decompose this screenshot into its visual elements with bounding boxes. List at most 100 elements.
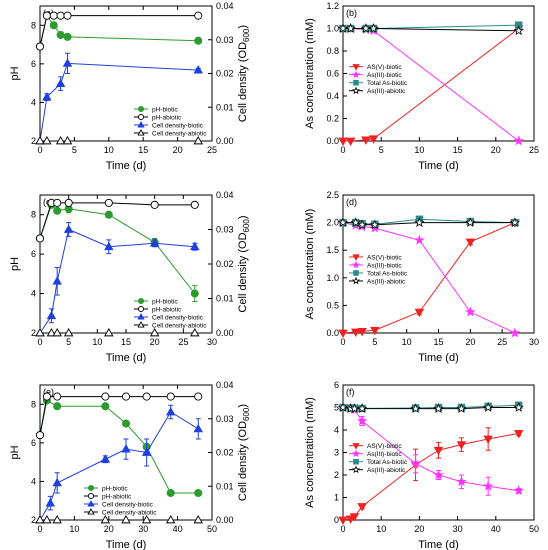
legend-marker: [352, 443, 360, 450]
y2-tick-label: 0.04: [216, 190, 234, 200]
data-point: [63, 11, 72, 20]
data-point: [42, 514, 52, 524]
x-tick-label: 5: [379, 145, 384, 155]
data-point: [62, 135, 73, 145]
series-cell-density-abiotic: [35, 514, 203, 524]
legend-label: As(III)-abiotic: [367, 467, 406, 474]
y2-tick-label: 0.04: [216, 1, 234, 11]
y-tick-label: 4: [31, 476, 36, 486]
data-point: [46, 310, 57, 320]
y-axis-title: pH: [9, 66, 21, 80]
x-tick-label: 0: [37, 337, 42, 347]
y2-tick-label: 0.04: [216, 380, 234, 390]
data-point: [193, 423, 203, 433]
y-tick-label: 2.0: [326, 218, 339, 228]
data-point: [433, 403, 444, 414]
y2-tick-label: 0.01: [216, 294, 234, 304]
data-point: [483, 435, 493, 445]
data-point: [101, 392, 110, 401]
data-point: [52, 276, 62, 285]
legend-label: As(III)-abiotic: [367, 88, 406, 95]
legend-marker: [137, 305, 145, 313]
data-point: [357, 503, 367, 512]
x-tick-label: 10: [92, 337, 102, 347]
data-point: [356, 219, 368, 230]
x-tick-label: 25: [497, 337, 507, 347]
x-tick-label: 10: [402, 337, 412, 347]
panel-label: (e): [43, 387, 54, 397]
legend-label: As(III)-biotic: [367, 451, 402, 458]
y-tick-label: 4: [31, 97, 36, 107]
legend-label: Cell density-biotic: [152, 123, 204, 130]
y2-axis-title-main: Cell density (OD: [237, 232, 249, 312]
y-tick-label: 0.2: [326, 114, 339, 124]
x-tick-label: 10: [104, 145, 114, 155]
data-point: [357, 328, 367, 337]
data-point: [433, 469, 444, 480]
data-point: [53, 198, 62, 207]
data-point: [482, 480, 494, 491]
series-ph-biotic: [35, 200, 199, 302]
data-point: [55, 78, 66, 87]
series-ph-biotic: [35, 396, 203, 498]
data-point: [63, 327, 74, 337]
y2-axis-title-close: ): [237, 404, 249, 408]
legend-marker: [137, 121, 145, 128]
legend-marker: [87, 484, 95, 492]
x-tick-label: 5: [372, 337, 377, 347]
chart-panel-a: 0 5 10 15 20 25 2 4 6 8 0.00 0.01 0.02 0.03 0.04 Time (…: [9, 1, 251, 172]
y-tick-label: 0.6: [326, 69, 339, 79]
x-tick-label: 20: [150, 337, 160, 347]
legend-marker: [137, 129, 145, 136]
data-point: [121, 392, 131, 401]
legend-label: pH-abiotic: [152, 115, 182, 122]
x-tick-label: 25: [529, 145, 539, 155]
x-tick-label: 10: [414, 145, 424, 155]
y2-tick-label: 0.02: [216, 448, 234, 458]
legend-marker: [351, 276, 361, 285]
y-tick-label: 2: [31, 515, 36, 525]
chart-panel-d: 0 5 10 15 20 25 30 0.0 0.5 1.0 1.5 2.0 2.5 Time (d) As…: [304, 190, 539, 364]
legend-marker: [87, 492, 95, 500]
series-line: [39, 203, 196, 294]
data-point: [456, 441, 467, 450]
data-point: [345, 137, 356, 147]
data-point: [482, 402, 494, 412]
series-as-iii-abiotic: [337, 217, 521, 230]
y2-tick-label: 0.03: [216, 35, 234, 45]
data-point: [35, 234, 45, 243]
x-tick-label: 50: [529, 524, 539, 534]
y-tick-label: 1: [334, 493, 339, 503]
series-ph-abiotic: [35, 11, 203, 51]
series-line: [39, 202, 195, 239]
x-tick-label: 20: [104, 524, 114, 534]
data-point: [410, 458, 421, 469]
legend-label: Total As-biotic: [367, 459, 408, 466]
x-axis-title: Time (d): [418, 352, 459, 364]
legend-label: Cell density-biotic: [102, 502, 154, 509]
x-tick-label: 0: [340, 524, 345, 534]
data-point: [190, 200, 199, 209]
legend-marker: [351, 70, 361, 79]
legend-marker: [353, 458, 359, 465]
data-point: [35, 514, 45, 524]
y-axis-title: pH: [9, 257, 21, 271]
y-tick-label: 2: [31, 136, 36, 146]
legend-label: AS(V)-biotic: [367, 443, 402, 450]
series-line: [39, 411, 199, 521]
legend-label: pH-biotic: [152, 299, 178, 306]
x-tick-label: 15: [453, 145, 463, 155]
y2-tick-label: 0.03: [216, 414, 234, 424]
data-point: [46, 327, 57, 337]
legend-marker: [137, 321, 145, 328]
series-total-as-biotic: [339, 401, 523, 413]
legend-marker: [351, 260, 361, 269]
y2-axis-title-sub: 600: [242, 28, 251, 42]
data-point: [104, 327, 114, 337]
x-tick-label: 20: [173, 145, 183, 155]
series-as-iii-abiotic: [337, 23, 524, 36]
legend-label: Cell density-abiotic: [152, 323, 207, 330]
data-point: [190, 289, 199, 298]
y2-tick-label: 0.00: [216, 136, 234, 146]
